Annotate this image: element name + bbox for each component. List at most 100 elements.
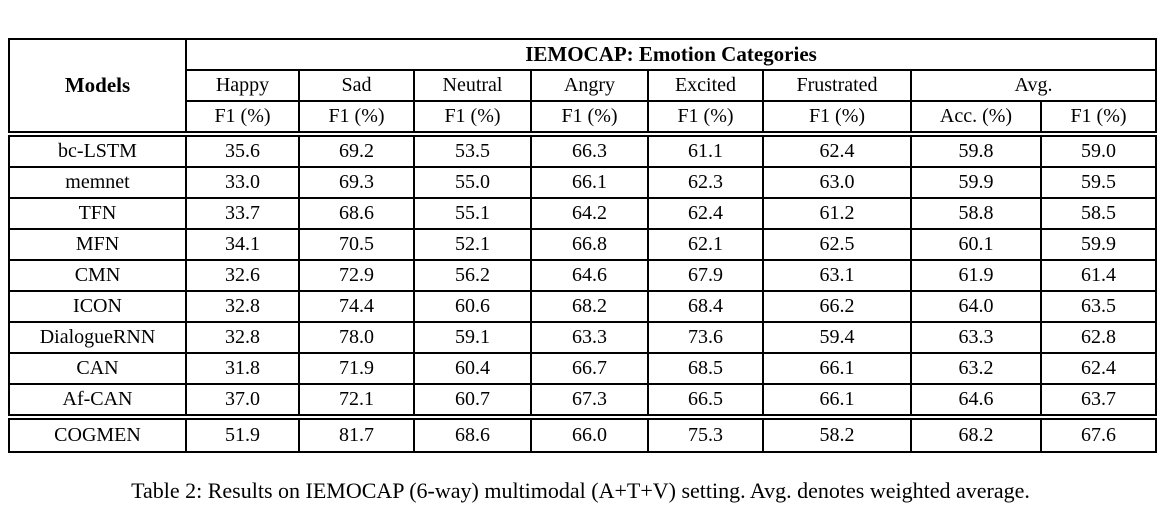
metric-header: Acc. (%) <box>910 100 1042 137</box>
category-header: Frustrated <box>762 69 912 102</box>
value-cell: 63.3 <box>530 321 649 354</box>
value-cell: 66.1 <box>530 166 649 199</box>
value-cell: 61.4 <box>1040 259 1157 292</box>
value-cell: 32.8 <box>185 290 300 323</box>
table-caption: Table 2: Results on IEMOCAP (6-way) mult… <box>131 478 1030 503</box>
category-header-row: Happy Sad Neutral Angry Excited Frustrated Avg… <box>9 69 1157 102</box>
value-cell: 66.0 <box>530 414 649 453</box>
value-cell: 69.2 <box>298 133 415 168</box>
value-cell: 60.6 <box>413 290 532 323</box>
model-name: MFN <box>8 228 187 261</box>
model-name: memnet <box>8 166 187 199</box>
value-cell: 63.1 <box>762 259 912 292</box>
value-cell: 58.8 <box>910 197 1042 230</box>
table-row: CMN 32.6 72.9 56.2 64.6 67.9 63.1 61.9 61.4 <box>8 259 1157 292</box>
group-title-row: Models IEMOCAP: Emotion Categories <box>8 38 1157 137</box>
table-row: COGMEN 51.9 81.7 68.6 66.0 75.3 58.2 68.2 67.6 <box>8 414 1157 453</box>
table-row: MFN 34.1 70.5 52.1 66.8 62.1 62.5 60.1 59.9 <box>8 228 1157 261</box>
metric-header: F1 (%) <box>530 100 649 137</box>
model-name: CAN <box>8 352 187 385</box>
value-cell: 66.8 <box>530 228 649 261</box>
value-cell: 32.8 <box>185 321 300 354</box>
value-cell: 59.0 <box>1040 133 1157 168</box>
value-cell: 59.4 <box>762 321 912 354</box>
value-cell: 33.7 <box>185 197 300 230</box>
value-cell: 67.3 <box>530 383 649 418</box>
value-cell: 59.1 <box>413 321 532 354</box>
metric-header: F1 (%) <box>1040 100 1157 137</box>
value-cell: 55.0 <box>413 166 532 199</box>
table-row: TFN 33.7 68.6 55.1 64.2 62.4 61.2 58.8 58.5 <box>8 197 1157 230</box>
value-cell: 68.2 <box>910 414 1042 453</box>
model-name: CMN <box>8 259 187 292</box>
value-cell: 68.6 <box>298 197 415 230</box>
table-row: ICON 32.8 74.4 60.6 68.2 68.4 66.2 64.0 63.5 <box>8 290 1157 323</box>
value-cell: 66.1 <box>762 352 912 385</box>
value-cell: 73.6 <box>647 321 764 354</box>
value-cell: 74.4 <box>298 290 415 323</box>
value-cell: 68.6 <box>413 414 532 453</box>
table-row: bc-LSTM 35.6 69.2 53.5 66.3 61.1 62.4 59.8 59.0 <box>8 133 1157 168</box>
value-cell: 64.0 <box>910 290 1042 323</box>
value-cell: 61.2 <box>762 197 912 230</box>
value-cell: 63.3 <box>910 321 1042 354</box>
value-cell: 62.3 <box>647 166 764 199</box>
value-cell: 66.2 <box>762 290 912 323</box>
value-cell: 58.5 <box>1040 197 1157 230</box>
value-cell: 66.7 <box>530 352 649 385</box>
model-name: ICON <box>8 290 187 323</box>
value-cell: 72.1 <box>298 383 415 418</box>
value-cell: 62.4 <box>762 133 912 168</box>
value-cell: 58.2 <box>762 414 912 453</box>
model-name: COGMEN <box>8 414 187 453</box>
value-cell: 55.1 <box>413 197 532 230</box>
metric-header: F1 (%) <box>185 100 300 137</box>
value-cell: 59.9 <box>1040 228 1157 261</box>
table-row: memnet 33.0 69.3 55.0 66.1 62.3 63.0 59.9 59.5 <box>8 166 1157 199</box>
value-cell: 63.0 <box>762 166 912 199</box>
category-header: Excited <box>647 69 764 102</box>
value-cell: 61.9 <box>910 259 1042 292</box>
value-cell: 52.1 <box>413 228 532 261</box>
value-cell: 60.1 <box>910 228 1042 261</box>
value-cell: 81.7 <box>298 414 415 453</box>
value-cell: 63.7 <box>1040 383 1157 418</box>
value-cell: 35.6 <box>185 133 300 168</box>
metric-header: F1 (%) <box>762 100 912 137</box>
table-row: Af-CAN 37.0 72.1 60.7 67.3 66.5 66.1 64.6 63.7 <box>8 383 1157 418</box>
value-cell: 51.9 <box>185 414 300 453</box>
category-header: Neutral <box>413 69 532 102</box>
value-cell: 63.5 <box>1040 290 1157 323</box>
models-column-header: Models <box>8 38 187 137</box>
metric-header: F1 (%) <box>298 100 415 137</box>
metric-header: F1 (%) <box>413 100 532 137</box>
value-cell: 62.4 <box>1040 352 1157 385</box>
value-cell: 71.9 <box>298 352 415 385</box>
value-cell: 59.5 <box>1040 166 1157 199</box>
results-table: Models IEMOCAP: Emotion Categories Happy… <box>8 38 1157 453</box>
table-row: CAN 31.8 71.9 60.4 66.7 68.5 66.1 63.2 62.4 <box>8 352 1157 385</box>
model-name: DialogueRNN <box>8 321 187 354</box>
value-cell: 63.2 <box>910 352 1042 385</box>
value-cell: 66.3 <box>530 133 649 168</box>
value-cell: 59.8 <box>910 133 1042 168</box>
value-cell: 62.1 <box>647 228 764 261</box>
value-cell: 72.9 <box>298 259 415 292</box>
value-cell: 61.1 <box>647 133 764 168</box>
table-header: Models IEMOCAP: Emotion Categories Happy… <box>8 38 1157 137</box>
value-cell: 59.9 <box>910 166 1042 199</box>
category-header: Angry <box>530 69 649 102</box>
value-cell: 62.5 <box>762 228 912 261</box>
value-cell: 33.0 <box>185 166 300 199</box>
value-cell: 60.4 <box>413 352 532 385</box>
table-row: DialogueRNN 32.8 78.0 59.1 63.3 73.6 59.4 63.3 6… <box>8 321 1157 354</box>
value-cell: 67.6 <box>1040 414 1157 453</box>
value-cell: 64.6 <box>530 259 649 292</box>
value-cell: 64.6 <box>910 383 1042 418</box>
value-cell: 66.1 <box>762 383 912 418</box>
value-cell: 70.5 <box>298 228 415 261</box>
value-cell: 62.8 <box>1040 321 1157 354</box>
model-name: bc-LSTM <box>8 133 187 168</box>
value-cell: 64.2 <box>530 197 649 230</box>
